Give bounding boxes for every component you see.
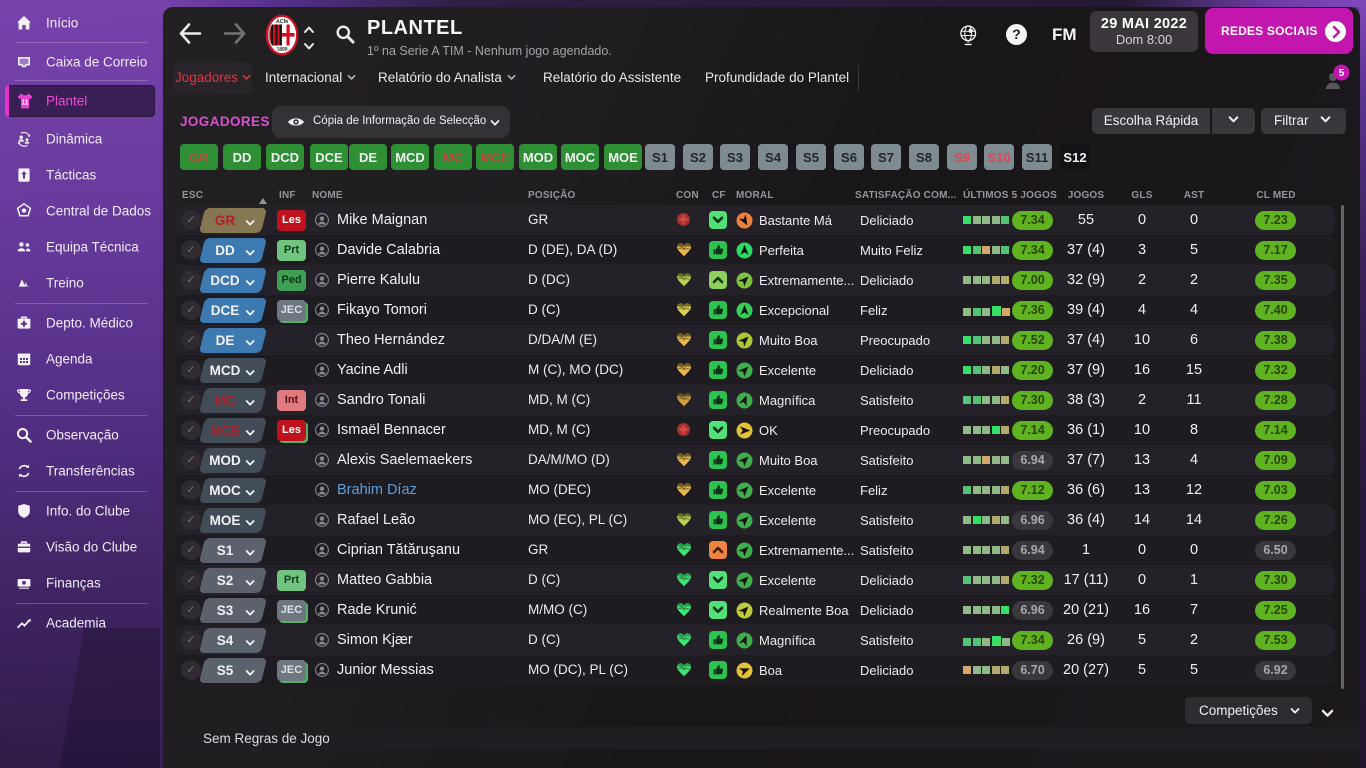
svg-text:11: 11 <box>21 100 29 107</box>
svg-text:ACM: ACM <box>276 19 289 25</box>
svg-text:5: 5 <box>1339 68 1345 79</box>
svg-text:1899: 1899 <box>276 47 287 53</box>
